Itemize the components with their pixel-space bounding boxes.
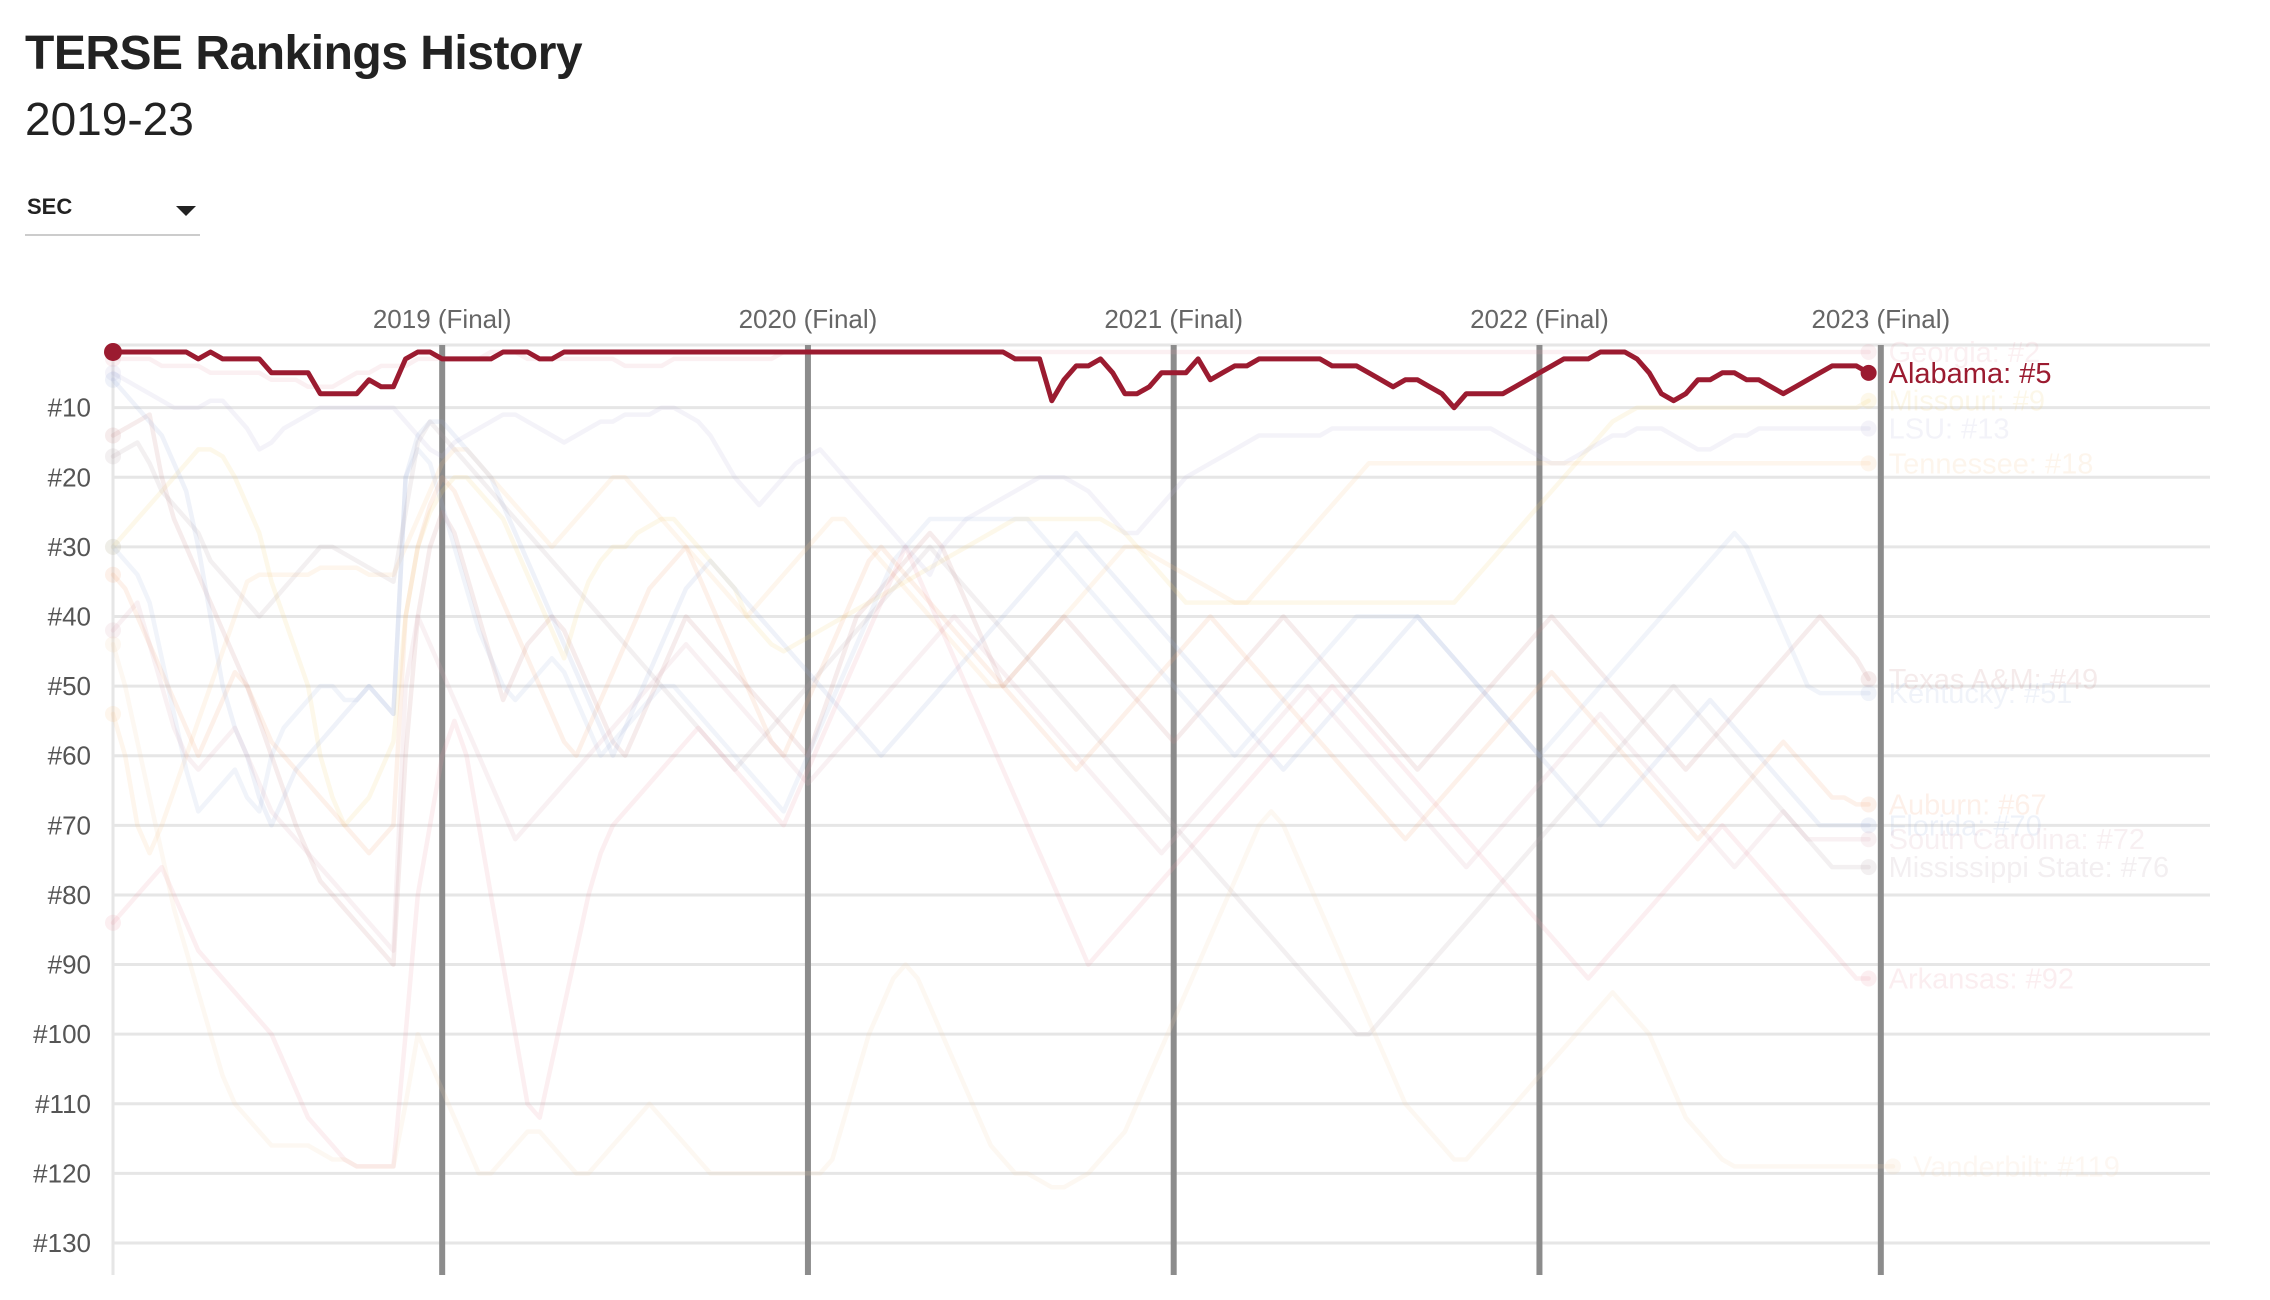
series-line-florida[interactable] <box>110 377 1871 828</box>
conference-select-value: SEC <box>27 194 73 219</box>
series-start-point-auburn <box>105 566 121 583</box>
series-line-lsu[interactable] <box>110 370 1871 577</box>
series-end-point-tennessee <box>1860 455 1877 472</box>
y-tick-label: #50 <box>48 671 91 701</box>
y-tick-label: #120 <box>33 1158 91 1188</box>
series-line-auburn[interactable] <box>110 475 1871 856</box>
series-label-georgia[interactable]: Georgia: #2 <box>1889 337 2041 369</box>
series-start-point-south-carolina <box>105 622 121 639</box>
series-line-kentucky[interactable] <box>110 447 1871 814</box>
series-line-tennessee[interactable] <box>110 447 1871 856</box>
series-line-mississippi-state[interactable] <box>110 419 1871 1037</box>
season-label: 2021 (Final) <box>1104 304 1243 334</box>
series-label-florida[interactable]: Florida: #70 <box>1889 810 2042 842</box>
series-end-point-kentucky <box>1860 685 1877 702</box>
series-line-vanderbilt[interactable] <box>110 642 1896 1190</box>
series-line-south-carolina[interactable] <box>110 600 1871 953</box>
y-tick-label: #130 <box>33 1228 91 1258</box>
series-start-point-vanderbilt <box>105 636 121 653</box>
series-label-alabama[interactable]: Alabama: #5 <box>1889 358 2052 390</box>
series-end-point-lsu <box>1860 420 1877 437</box>
series-end-point-vanderbilt <box>1885 1158 1902 1175</box>
season-markers: 2019 (Final) 2020 (Final) 2021 (Final) 2022… <box>373 304 1950 1275</box>
y-tick-label: #40 <box>48 601 91 631</box>
series-line-texas-a-m[interactable] <box>110 412 1871 967</box>
series-start-point-lsu <box>105 364 121 381</box>
chart-subtitle: 2019-23 <box>25 93 194 145</box>
conference-select[interactable]: SEC <box>25 186 200 236</box>
series-end-point-florida <box>1860 817 1877 834</box>
series-start-point-florida <box>105 371 121 388</box>
y-tick-label: #20 <box>48 462 91 492</box>
y-tick-label: #80 <box>48 880 91 910</box>
series-line-missouri[interactable] <box>110 398 1871 828</box>
season-label: 2022 (Final) <box>1470 304 1609 334</box>
series-label-mississippi-state[interactable]: Mississippi State: #76 <box>1889 852 2169 884</box>
series-end-point-georgia <box>1860 343 1877 360</box>
series-start-point-arkansas <box>105 914 121 931</box>
series-end-point-alabama <box>1860 364 1877 381</box>
grid-layer: #10 #20 #30 #40 #50 #60 #70 #80 #90 #100 #110 #120 #… <box>33 343 2210 1275</box>
series-start-point-missouri <box>105 538 121 555</box>
series-layer <box>104 342 1896 1190</box>
series-label-auburn[interactable]: Auburn: #67 <box>1889 789 2047 821</box>
series-label-kentucky[interactable]: Kentucky: #51 <box>1889 678 2073 710</box>
series-end-point-mississippi-state <box>1860 859 1877 876</box>
series-end-point-south-carolina <box>1860 831 1877 848</box>
series-label-arkansas[interactable]: Arkansas: #92 <box>1889 963 2074 995</box>
y-tick-label: #60 <box>48 741 91 771</box>
series-start-point-kentucky <box>105 538 121 555</box>
season-label: 2020 (Final) <box>739 304 878 334</box>
series-start-point-mississippi-state <box>105 448 121 465</box>
season-label: 2023 (Final) <box>1811 304 1950 334</box>
series-end-point-missouri <box>1860 392 1877 409</box>
series-label-missouri[interactable]: Missouri: #9 <box>1889 386 2045 418</box>
chevron-down-icon <box>176 206 196 216</box>
y-tick-label: #110 <box>35 1089 91 1119</box>
series-label-vanderbilt[interactable]: Vanderbilt: #119 <box>1913 1151 2120 1183</box>
y-tick-label: #10 <box>48 393 91 423</box>
y-tick-label: #30 <box>48 532 91 562</box>
series-start-point-texas-a-m <box>105 427 121 444</box>
series-line-alabama[interactable] <box>110 349 1872 411</box>
series-end-point-auburn <box>1860 796 1877 813</box>
y-tick-label: #100 <box>33 1019 91 1049</box>
series-line-arkansas[interactable] <box>110 544 1871 1169</box>
series-label-lsu[interactable]: LSU: #13 <box>1889 414 2010 446</box>
series-label-texas-a-m[interactable]: Texas A&M: #49 <box>1889 664 2099 696</box>
season-label: 2019 (Final) <box>373 304 512 334</box>
series-start-point-alabama <box>104 342 122 361</box>
series-start-point-tennessee <box>105 705 121 722</box>
series-end-point-arkansas <box>1860 970 1877 987</box>
chart-title: TERSE Rankings History <box>25 27 583 80</box>
series-end-point-texas-a-m <box>1860 671 1877 688</box>
y-tick-label: #90 <box>48 950 91 980</box>
series-label-tennessee[interactable]: Tennessee: #18 <box>1889 448 2094 480</box>
series-label-south-carolina[interactable]: South Carolina: #72 <box>1889 824 2145 856</box>
y-tick-label: #70 <box>48 810 91 840</box>
